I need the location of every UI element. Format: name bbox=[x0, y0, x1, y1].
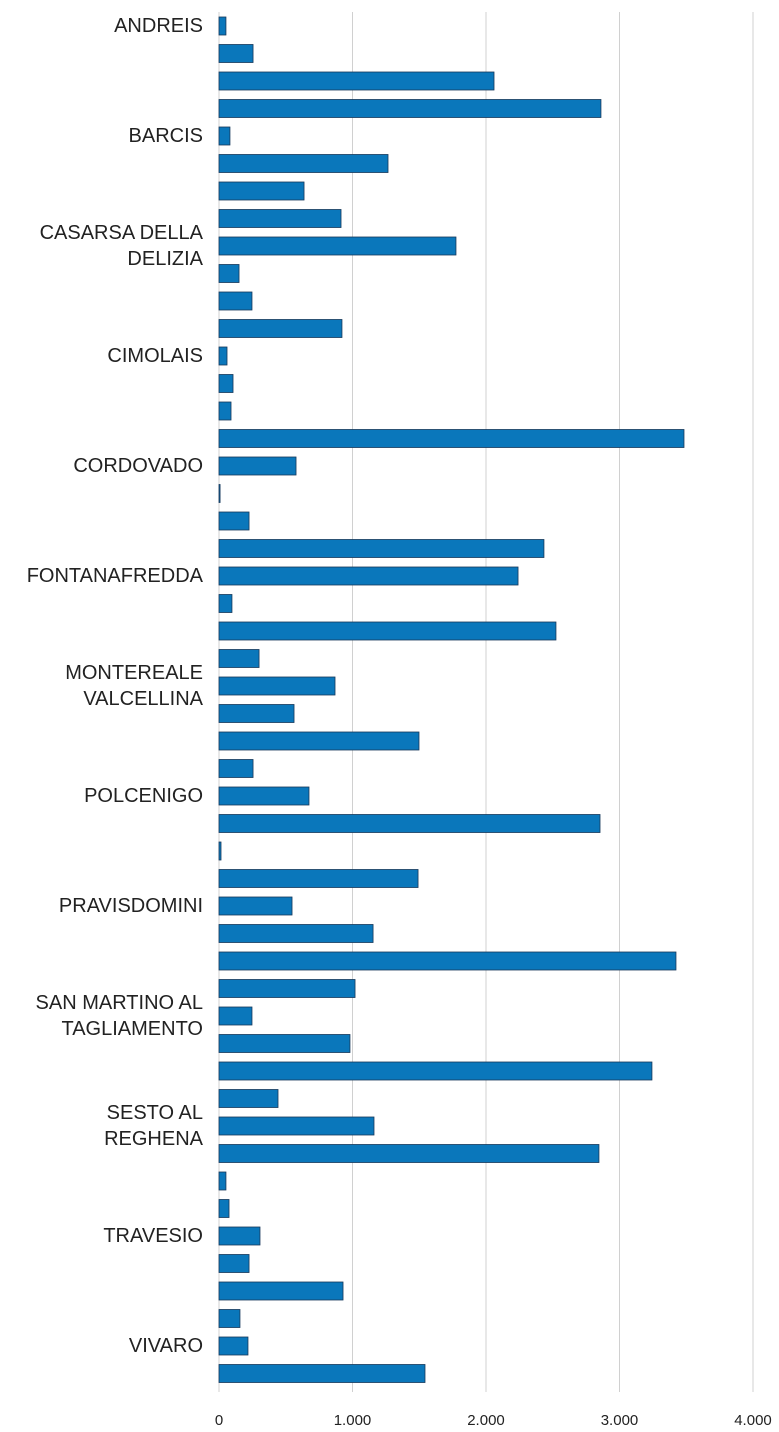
bar bbox=[218, 264, 240, 283]
bar bbox=[218, 1034, 351, 1053]
category-label: FONTANAFREDDA bbox=[26, 565, 203, 587]
category-label: MONTEREALE VALCELLINA bbox=[65, 662, 203, 710]
bar bbox=[218, 704, 295, 723]
category-label: POLCENIGO bbox=[84, 785, 203, 807]
bar bbox=[218, 99, 602, 118]
bar bbox=[218, 566, 519, 586]
bar bbox=[218, 759, 254, 778]
bar bbox=[218, 236, 457, 256]
category-label: PRAVISDOMINI bbox=[58, 895, 203, 917]
bar bbox=[218, 126, 231, 146]
bar bbox=[218, 1309, 241, 1328]
category-label: VIVARO bbox=[128, 1335, 203, 1357]
bar bbox=[218, 346, 228, 366]
bar bbox=[218, 429, 685, 448]
bar bbox=[218, 319, 343, 338]
bar bbox=[218, 1061, 653, 1081]
x-tick-label: 0 bbox=[215, 1412, 223, 1429]
category-label: CIMOLAIS bbox=[107, 345, 203, 367]
bar bbox=[218, 1364, 426, 1383]
bar bbox=[218, 1336, 249, 1356]
bar bbox=[218, 401, 232, 421]
category-label: CORDOVADO bbox=[73, 455, 203, 477]
bar bbox=[218, 649, 260, 668]
category-label: ANDREIS bbox=[114, 15, 203, 37]
category-label: SESTO AL REGHENA bbox=[104, 1102, 203, 1150]
bar bbox=[218, 1089, 279, 1108]
x-tick-label: 3.000 bbox=[601, 1412, 639, 1429]
x-tick-label: 2.000 bbox=[467, 1412, 505, 1429]
x-tick-label: 4.000 bbox=[734, 1412, 772, 1429]
bar bbox=[218, 814, 601, 833]
bar bbox=[218, 786, 310, 806]
bar bbox=[218, 209, 342, 228]
bar bbox=[218, 1144, 600, 1163]
bar bbox=[218, 676, 336, 696]
category-label: SAN MARTINO AL TAGLIAMENTO bbox=[35, 992, 203, 1040]
category-label: TRAVESIO bbox=[103, 1225, 203, 1247]
bar bbox=[218, 1171, 227, 1191]
bar bbox=[218, 896, 293, 916]
bar bbox=[218, 1254, 250, 1273]
bar bbox=[218, 71, 495, 91]
bar bbox=[218, 1199, 230, 1218]
bar bbox=[218, 484, 221, 503]
bar bbox=[218, 154, 389, 173]
bar bbox=[218, 16, 227, 36]
bar bbox=[218, 181, 305, 201]
bar bbox=[218, 291, 253, 311]
bar bbox=[218, 511, 250, 531]
bar bbox=[218, 951, 677, 971]
bar bbox=[218, 1226, 261, 1246]
category-label: CASARSA DELLA DELIZIA bbox=[39, 222, 203, 270]
bar bbox=[218, 594, 233, 613]
bar bbox=[218, 1116, 375, 1136]
bar bbox=[218, 374, 234, 393]
bar bbox=[218, 841, 222, 861]
bar bbox=[218, 1006, 253, 1026]
bar bbox=[218, 731, 420, 751]
bar bbox=[218, 1281, 344, 1301]
bar bbox=[218, 924, 374, 943]
category-label: BARCIS bbox=[128, 125, 203, 147]
bar bbox=[218, 44, 254, 63]
x-tick-label: 1.000 bbox=[334, 1412, 372, 1429]
bar bbox=[218, 979, 356, 998]
bar bbox=[218, 539, 545, 558]
bar bbox=[218, 621, 557, 641]
bar bbox=[218, 456, 297, 476]
bar bbox=[218, 869, 419, 888]
